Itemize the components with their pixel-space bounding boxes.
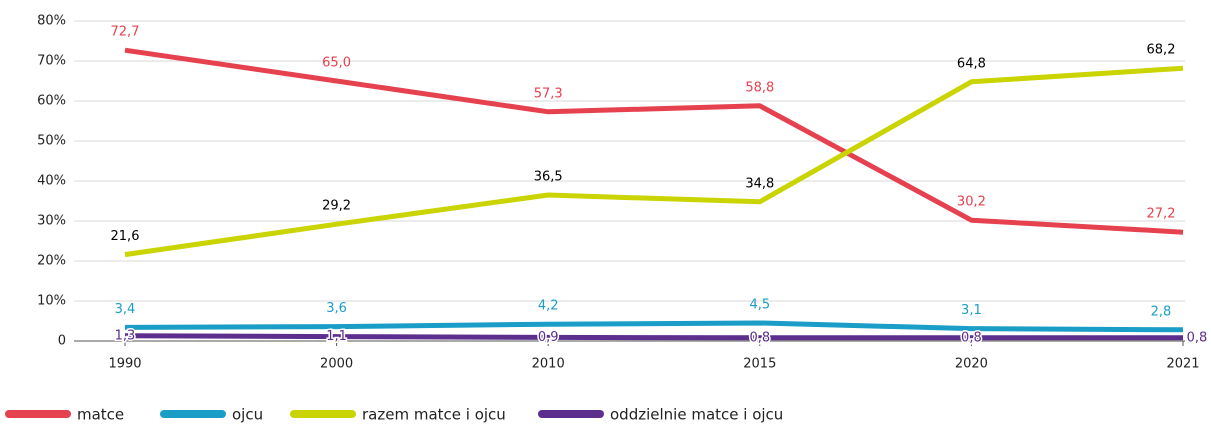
y-tick-label: 20%: [37, 254, 66, 269]
data-label: 30,2: [957, 195, 986, 210]
series-line: [124, 47, 1184, 235]
data-label: 1,1: [326, 329, 347, 344]
data-label: 64,8: [957, 56, 986, 71]
x-tick-label: 2015: [743, 357, 776, 372]
legend-label: razem matce i ojcu: [362, 406, 506, 424]
y-tick-label: 60%: [37, 94, 66, 109]
data-label: 3,4: [115, 302, 136, 317]
data-label: 0,8: [1187, 330, 1208, 345]
y-tick-label: 70%: [37, 54, 66, 69]
data-label: 21,6: [111, 229, 140, 244]
y-tick-label: 10%: [37, 294, 66, 309]
x-tick-label: 2010: [532, 357, 565, 372]
series-line: [124, 333, 1183, 341]
y-tick-label: 30%: [37, 214, 66, 229]
data-label: 2,8: [1151, 304, 1172, 319]
legend-label: matce: [77, 406, 124, 424]
data-label: 4,2: [538, 299, 559, 314]
data-label: 0,9: [538, 330, 559, 345]
x-tick-label: 1990: [108, 357, 141, 372]
data-label: 3,6: [326, 301, 347, 316]
x-tick-label: 2021: [1166, 357, 1199, 372]
data-label: 0,8: [749, 330, 770, 345]
y-tick-label: 80%: [37, 14, 66, 29]
data-label: 3,1: [961, 303, 982, 318]
series-line: [124, 320, 1184, 333]
data-label: 29,2: [322, 199, 351, 214]
data-label: 65,0: [322, 56, 351, 71]
data-label: 0,8: [961, 330, 982, 345]
y-tick-label: 50%: [37, 134, 66, 149]
data-label: 4,5: [749, 298, 770, 313]
data-label: 1,3: [115, 328, 136, 343]
data-label: 34,8: [745, 176, 774, 191]
legend-label: ojcu: [232, 406, 263, 424]
y-tick-label: 0: [58, 334, 66, 349]
series-line: [124, 65, 1184, 258]
data-label: 27,2: [1147, 207, 1176, 222]
data-label: 36,5: [534, 170, 563, 185]
y-tick-label: 40%: [37, 174, 66, 189]
data-label: 58,8: [745, 80, 774, 95]
data-label: 57,3: [534, 86, 563, 101]
data-label: 72,7: [111, 25, 140, 40]
legend-label: oddzielnie matce i ojcu: [610, 406, 783, 424]
data-label: 68,2: [1147, 43, 1176, 58]
x-tick-label: 2000: [320, 357, 353, 372]
x-tick-label: 2020: [955, 357, 988, 372]
